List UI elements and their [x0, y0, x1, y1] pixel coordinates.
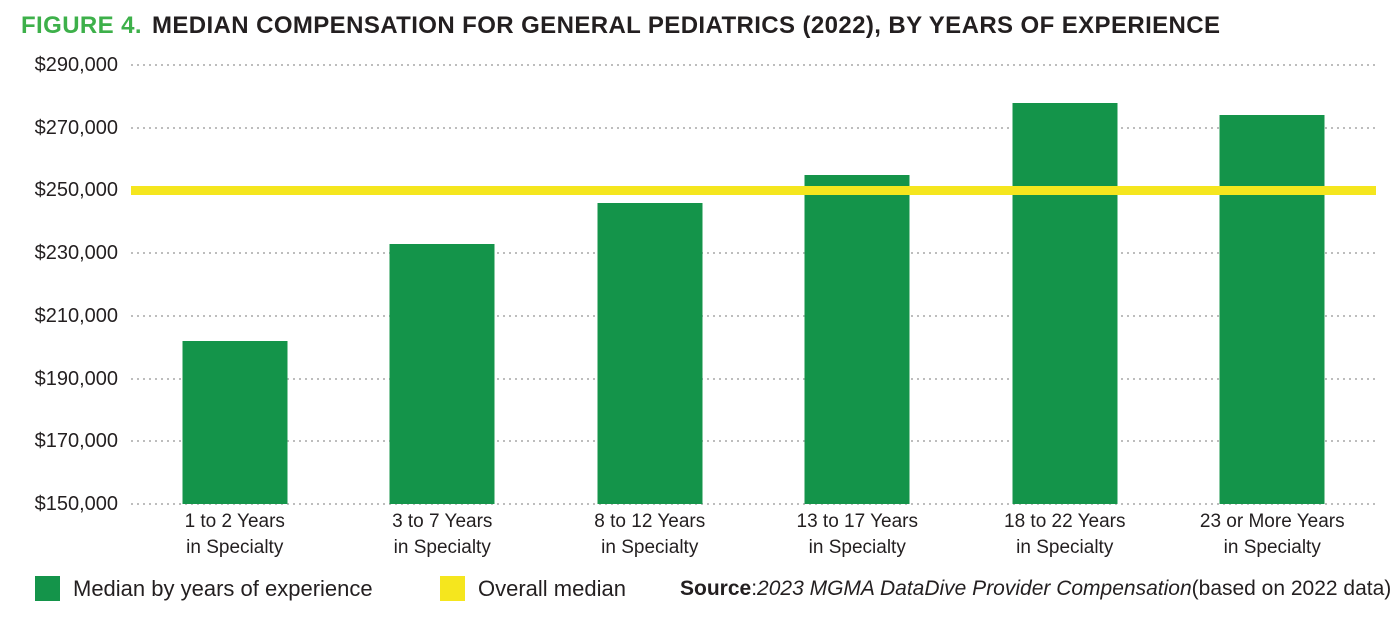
- figure-number-label: FIGURE 4.: [21, 12, 142, 39]
- x-tick-label: 23 or More Years in Specialty: [1169, 509, 1377, 561]
- y-tick-label: $250,000: [34, 179, 118, 202]
- legend-label: Median by years of experience: [73, 575, 373, 601]
- figure-title-text: MEDIAN COMPENSATION FOR GENERAL PEDIATRI…: [151, 12, 1221, 39]
- x-tick-label-line: in Specialty: [1223, 537, 1321, 558]
- x-tick-label-line: 23 or More Years: [1199, 511, 1345, 532]
- x-tick-label: 13 to 17 Years in Specialty: [754, 509, 962, 561]
- legend-item-median-by-experience: Median by years of experience: [35, 575, 373, 602]
- legend-label: Overall median: [478, 575, 626, 601]
- gridline-150000: [131, 503, 1376, 505]
- bar-slot: [546, 65, 754, 504]
- gridline-210000: [131, 314, 1376, 317]
- x-tick-label-line: 13 to 17 Years: [796, 511, 919, 532]
- x-tick-label-line: 8 to 12 Years: [594, 511, 706, 532]
- overall-median-line: [131, 185, 1376, 195]
- bar-1-to-2-years: [182, 340, 288, 504]
- y-tick-label: $150,000: [34, 493, 118, 515]
- x-tick-label-line: in Specialty: [601, 537, 699, 558]
- y-tick-label: $230,000: [34, 242, 118, 265]
- bar-8-to-12-years: [597, 202, 703, 504]
- x-tick-label-line: in Specialty: [1016, 537, 1114, 558]
- gridline-290000: [131, 64, 1376, 66]
- plot-area: [131, 64, 1376, 505]
- y-tick-label: $290,000: [34, 54, 118, 76]
- y-tick-label: $170,000: [34, 430, 118, 453]
- legend-swatch-green: [35, 576, 60, 601]
- source-citation: 2023 MGMA DataDive Provider Compensation: [757, 576, 1192, 600]
- x-tick-label-line: in Specialty: [186, 537, 284, 558]
- x-tick-label: 1 to 2 Years in Specialty: [131, 509, 339, 561]
- source-label: Source: [680, 576, 752, 600]
- bars: [131, 65, 1376, 504]
- x-tick-label: 3 to 7 Years in Specialty: [339, 509, 547, 561]
- y-tick-label: $270,000: [34, 116, 118, 139]
- legend-swatch-yellow: [440, 576, 465, 601]
- bar-23-or-more-years: [1219, 115, 1325, 504]
- bar-13-to-17-years: [804, 174, 910, 504]
- x-axis: 1 to 2 Years in Specialty 3 to 7 Years in S…: [131, 509, 1376, 561]
- source-suffix: (based on 2022 data): [1191, 576, 1392, 600]
- y-axis: $290,000 $270,000 $250,000 $230,000 $210,000…: [0, 54, 118, 515]
- x-tick-label: 8 to 12 Years in Specialty: [546, 509, 754, 561]
- gridline-170000: [131, 440, 1376, 443]
- y-tick-label: $210,000: [34, 304, 118, 327]
- source-separator: :: [751, 576, 758, 600]
- x-tick-label-line: 3 to 7 Years: [392, 511, 493, 532]
- source-note: Source: 2023 MGMA DataDive Provider Comp…: [680, 575, 1391, 602]
- bar-slot: [754, 65, 962, 504]
- bar-slot: [339, 65, 547, 504]
- x-tick-label-line: 18 to 22 Years: [1004, 511, 1126, 532]
- gridline-230000: [131, 252, 1376, 255]
- bar-slot: [961, 65, 1169, 504]
- x-tick-label: 18 to 22 Years in Specialty: [961, 509, 1169, 561]
- figure-title: FIGURE 4. MEDIAN COMPENSATION FOR GENERAL…: [21, 11, 1220, 41]
- x-tick-label-line: in Specialty: [808, 537, 906, 558]
- x-tick-label-line: 1 to 2 Years: [184, 511, 285, 532]
- gridline-270000: [131, 126, 1376, 129]
- bar-3-to-7-years: [389, 243, 495, 504]
- y-tick-label: $190,000: [34, 367, 118, 390]
- x-tick-label-line: in Specialty: [393, 537, 491, 558]
- bar-slot: [131, 65, 339, 504]
- legend-item-overall-median: Overall median: [440, 575, 626, 602]
- gridline-190000: [131, 377, 1376, 380]
- bar-18-to-22-years: [1012, 102, 1118, 504]
- bar-slot: [1169, 65, 1377, 504]
